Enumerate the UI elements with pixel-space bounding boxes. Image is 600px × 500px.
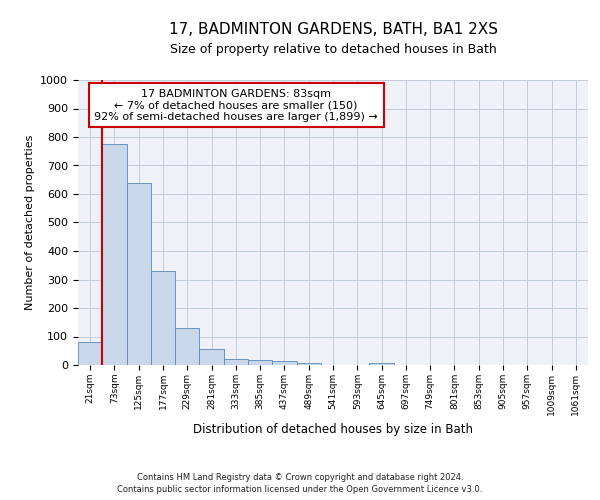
Bar (127, 182, 151, 365)
Bar (151, 271, 175, 365)
Bar (175, 328, 199, 365)
Bar (78, 342, 102, 365)
Text: 17 BADMINTON GARDENS: 83sqm
← 7% of detached houses are smaller (150)
92% of sem: 17 BADMINTON GARDENS: 83sqm ← 7% of deta… (94, 88, 378, 122)
Text: Contains public sector information licensed under the Open Government Licence v3: Contains public sector information licen… (118, 485, 482, 494)
X-axis label: Distribution of detached houses by size in Bath: Distribution of detached houses by size … (193, 423, 473, 436)
Text: Contains HM Land Registry data © Crown copyright and database right 2024.: Contains HM Land Registry data © Crown c… (137, 472, 463, 482)
Bar (248, 360, 272, 365)
Y-axis label: Number of detached properties: Number of detached properties (25, 135, 35, 310)
Bar (224, 358, 248, 365)
Bar (296, 362, 321, 365)
Text: 17, BADMINTON GARDENS, BATH, BA1 2XS: 17, BADMINTON GARDENS, BATH, BA1 2XS (169, 22, 497, 38)
Bar (102, 144, 127, 365)
Text: Size of property relative to detached houses in Bath: Size of property relative to detached ho… (170, 42, 496, 56)
Bar (370, 362, 394, 365)
Bar (272, 362, 296, 365)
Bar (199, 350, 224, 365)
